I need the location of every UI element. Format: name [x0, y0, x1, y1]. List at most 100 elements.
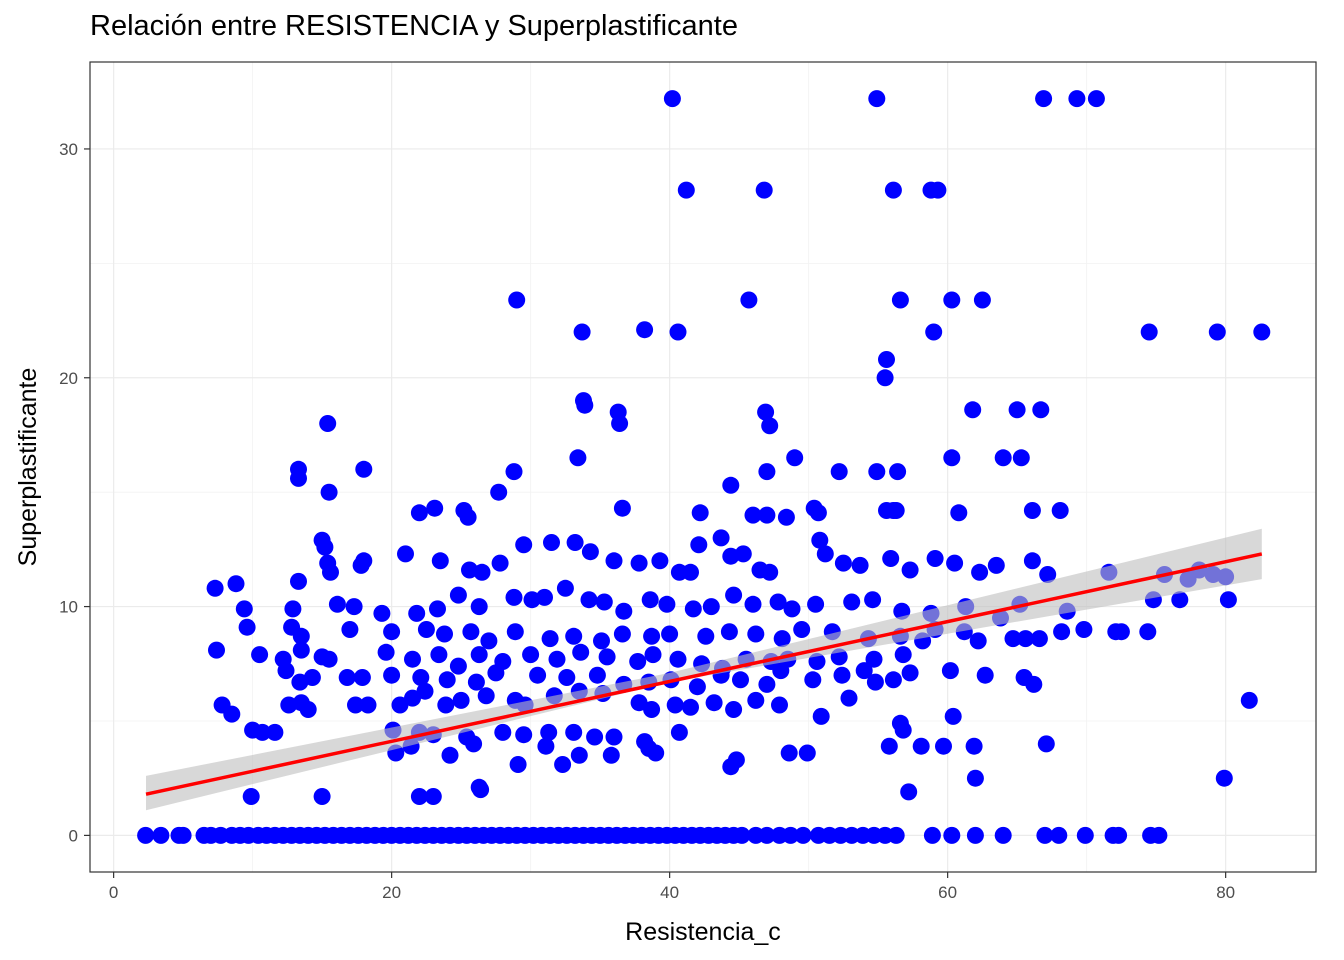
- data-point: [816, 545, 834, 563]
- data-point: [404, 650, 421, 668]
- data-point: [691, 504, 709, 522]
- data-point: [611, 415, 629, 432]
- data-point: [705, 694, 723, 712]
- data-point: [1036, 826, 1054, 844]
- data-point: [884, 671, 902, 689]
- data-point: [964, 401, 982, 419]
- x-axis-title: Resistencia_c: [625, 918, 781, 946]
- data-point: [383, 623, 401, 641]
- data-point: [540, 723, 558, 741]
- data-point: [1068, 90, 1086, 108]
- data-point: [320, 650, 338, 668]
- data-point: [926, 550, 944, 567]
- data-point: [613, 625, 631, 643]
- data-point: [1076, 826, 1094, 844]
- data-point: [1017, 630, 1034, 648]
- data-point: [965, 737, 983, 755]
- data-point: [543, 534, 560, 551]
- data-point: [292, 627, 310, 645]
- y-tick-label: 20: [59, 369, 78, 388]
- data-point: [1087, 90, 1105, 108]
- data-point: [808, 653, 826, 670]
- data-point: [1053, 623, 1071, 641]
- data-point: [580, 591, 598, 609]
- data-point: [1171, 591, 1189, 609]
- data-point: [586, 728, 604, 746]
- data-point: [1112, 623, 1130, 641]
- data-point: [1110, 826, 1128, 844]
- data-point: [969, 632, 987, 650]
- data-point: [470, 598, 488, 616]
- data-point: [629, 653, 647, 670]
- data-point: [772, 662, 790, 680]
- data-point: [494, 723, 512, 741]
- data-point: [855, 662, 873, 680]
- data-point: [467, 673, 485, 691]
- data-point: [994, 826, 1012, 844]
- data-point: [472, 781, 490, 799]
- data-point: [782, 826, 800, 844]
- data-point: [733, 826, 751, 844]
- data-point: [1051, 502, 1069, 519]
- data-point: [722, 476, 740, 494]
- data-point: [1037, 735, 1055, 753]
- data-point: [865, 650, 883, 668]
- data-point: [894, 721, 912, 739]
- data-point: [441, 746, 459, 764]
- data-point: [437, 696, 455, 714]
- data-point: [223, 705, 241, 723]
- data-point: [491, 554, 509, 572]
- data-point: [732, 671, 749, 689]
- data-point: [238, 618, 256, 636]
- data-point: [338, 669, 356, 686]
- data-point: [666, 696, 684, 714]
- data-point: [630, 554, 648, 572]
- data-point: [943, 291, 961, 309]
- data-point: [576, 396, 594, 414]
- data-point: [595, 593, 613, 611]
- data-point: [851, 556, 869, 574]
- data-point: [830, 463, 848, 481]
- data-point: [438, 671, 456, 689]
- data-point: [777, 508, 795, 526]
- data-point: [1023, 502, 1041, 519]
- data-point: [670, 723, 688, 741]
- data-point: [251, 646, 269, 664]
- data-point: [973, 291, 991, 309]
- data-point: [541, 630, 559, 648]
- data-point: [477, 687, 495, 705]
- data-point: [690, 536, 708, 554]
- data-point: [137, 826, 155, 844]
- data-point: [515, 536, 533, 554]
- x-tick-label: 40: [660, 883, 679, 902]
- data-point: [661, 625, 679, 643]
- data-point: [757, 403, 775, 421]
- data-point: [925, 323, 943, 341]
- data-point: [345, 598, 363, 616]
- data-point: [473, 563, 491, 581]
- data-point: [565, 627, 583, 645]
- axis-ticks: 0 20 40 60 80 0 10 20 30: [59, 140, 1235, 902]
- data-point: [866, 673, 884, 691]
- data-point: [946, 554, 964, 572]
- data-point: [1012, 449, 1030, 467]
- data-point: [647, 744, 665, 762]
- data-point: [429, 600, 446, 618]
- data-point: [522, 646, 540, 664]
- data-point: [630, 694, 648, 712]
- data-point: [566, 534, 584, 551]
- data-point: [943, 449, 961, 467]
- y-tick-label: 30: [59, 140, 78, 159]
- data-point: [174, 826, 192, 844]
- data-point: [882, 550, 900, 567]
- y-tick-label: 10: [59, 598, 78, 617]
- data-point: [449, 586, 467, 604]
- data-point: [480, 632, 498, 650]
- data-point: [355, 552, 373, 570]
- data-point: [744, 595, 762, 613]
- data-point: [966, 769, 984, 787]
- data-point: [1008, 401, 1026, 419]
- data-point: [505, 463, 523, 481]
- data-point: [769, 593, 787, 611]
- data-point: [669, 650, 687, 668]
